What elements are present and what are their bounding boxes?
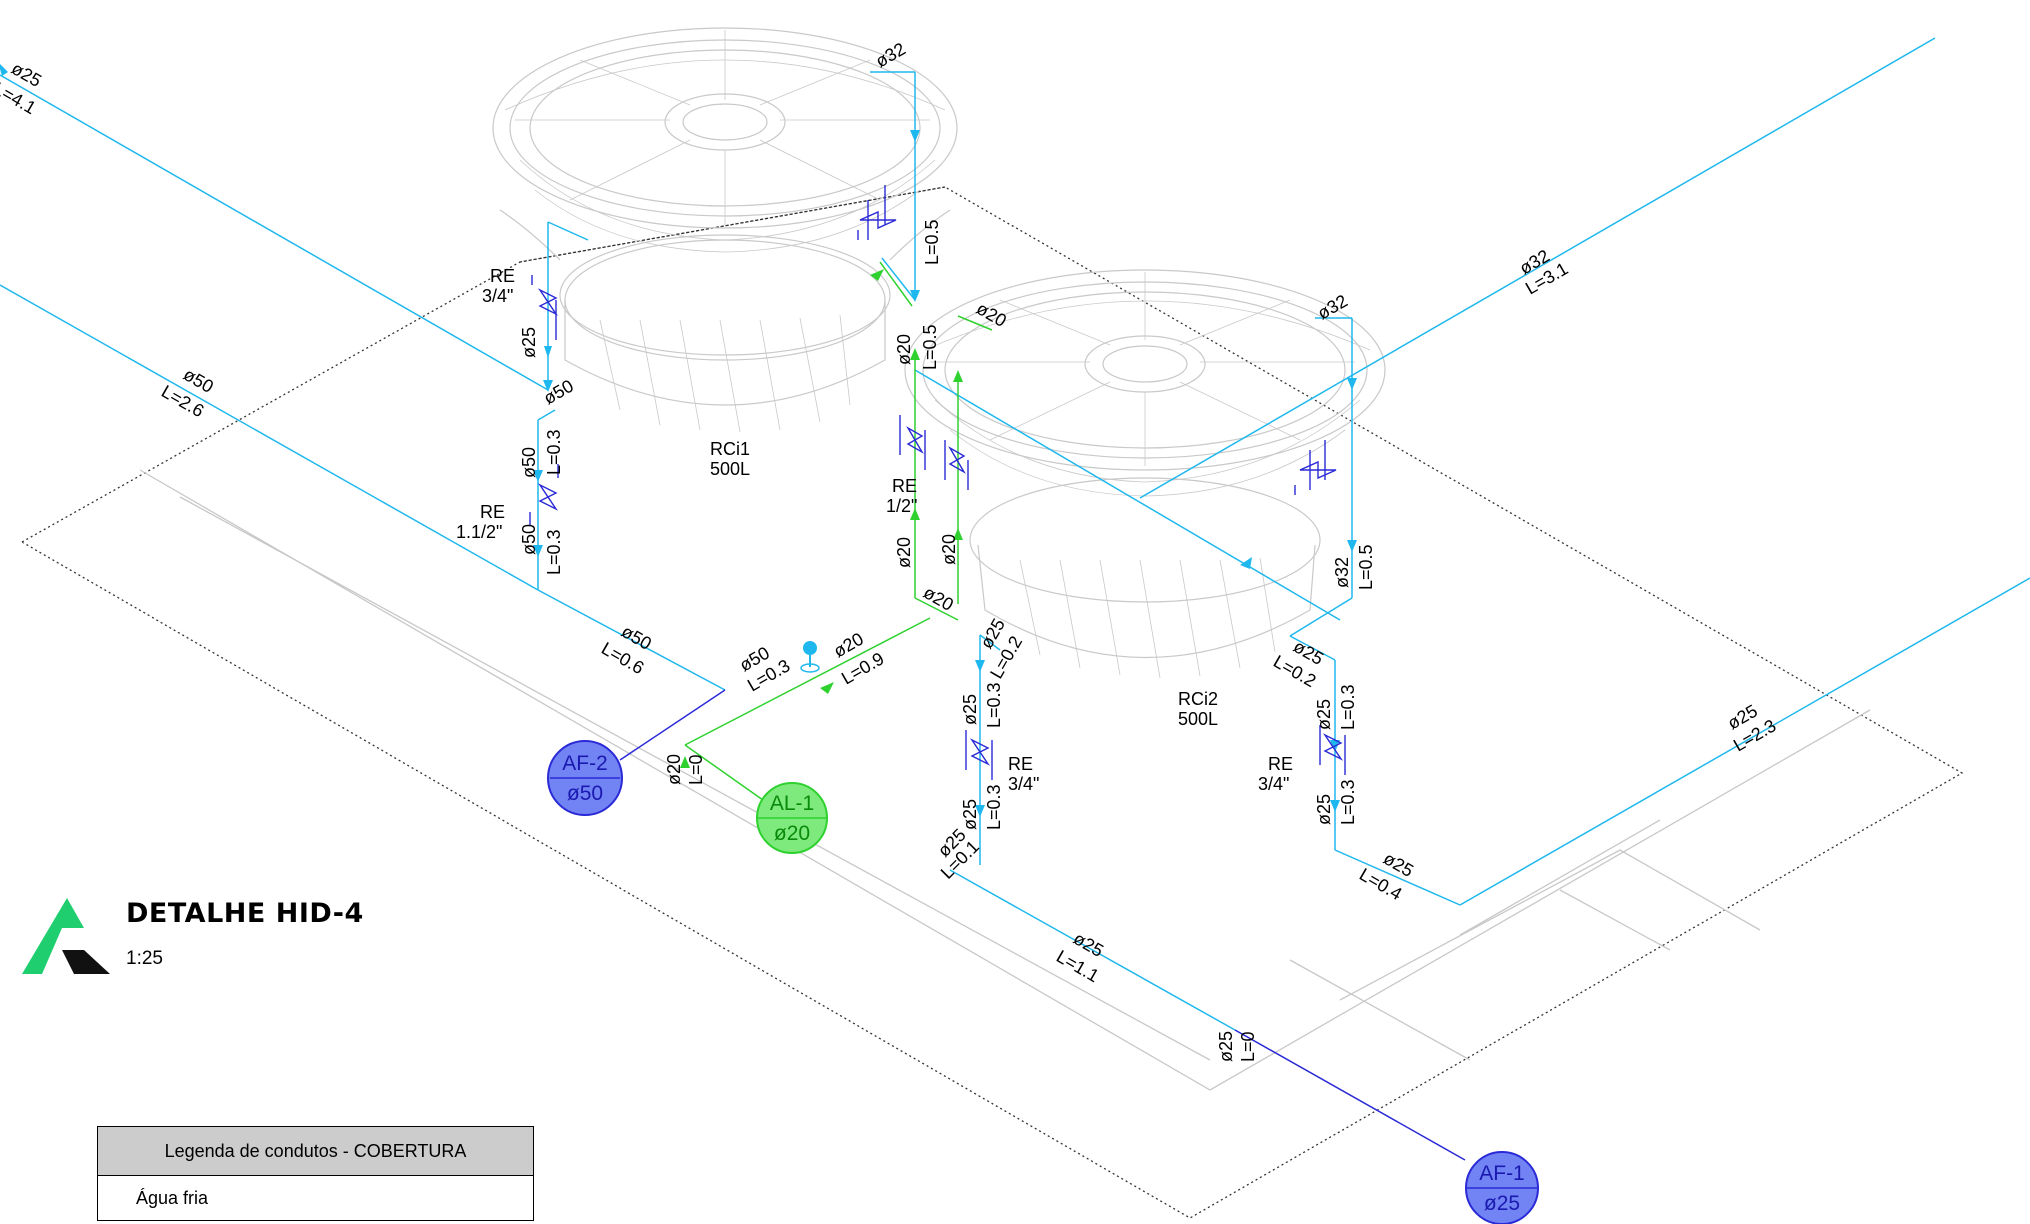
- drawing-title: DETALHE HID-4: [126, 898, 364, 929]
- tag-code: AL-1: [770, 792, 814, 815]
- tank-name: RCi1: [710, 439, 750, 459]
- drawing-title-block: DETALHE HID-4 1:25: [22, 898, 422, 978]
- pipe-diameter: ø20: [664, 754, 684, 785]
- feed-lines: [619, 689, 1466, 1161]
- tank-label-rci1: RCi1 500L: [710, 439, 750, 479]
- pipe-length: L=0.3: [544, 429, 564, 475]
- valve-size: 3/4": [482, 286, 513, 306]
- valve-symbols: [529, 185, 1346, 780]
- valve-code: RE: [892, 476, 917, 496]
- pipe-diameter: ø20: [894, 334, 914, 365]
- floor-lines: [139, 469, 1871, 1091]
- pipe-length: L=0: [1238, 1031, 1258, 1062]
- tag-al1: AL-1 ø20: [756, 782, 828, 854]
- valve-code: RE: [1268, 754, 1293, 774]
- tank-rci1: [492, 27, 958, 433]
- pipe-diameter: ø25: [1216, 1031, 1236, 1062]
- tag-af2: AF-2 ø50: [547, 740, 623, 816]
- tag-diameter: ø25: [1484, 1192, 1520, 1215]
- cold-water-pipes: [0, 37, 2030, 1031]
- pipe-length: L=0.3: [1338, 779, 1358, 825]
- pipe-diameter: ø25: [960, 694, 980, 725]
- tag-diameter: ø20: [774, 822, 810, 845]
- pipe-length: L=0.3: [984, 784, 1004, 830]
- valve-size: 1/2": [886, 496, 917, 516]
- legend-item-cold-water: Água fria: [98, 1176, 533, 1220]
- tag-code: AF-2: [562, 752, 608, 775]
- pipe-diameter: ø50: [519, 447, 539, 478]
- valve-code: RE: [480, 502, 505, 522]
- valve-code: RE: [1008, 754, 1033, 774]
- overflow-arrows: [680, 269, 963, 768]
- pipe-diameter: ø25: [1314, 794, 1334, 825]
- pipe-length: L=0.5: [920, 324, 940, 370]
- pipe-length: L=0.3: [1338, 684, 1358, 730]
- tag-diameter: ø50: [567, 782, 603, 805]
- flow-arrows: [0, 64, 1357, 817]
- tag-code: AF-1: [1479, 1162, 1525, 1185]
- tag-af1: AF-1 ø25: [1465, 1151, 1539, 1224]
- pipe-length: L=0: [686, 754, 706, 785]
- pipe-diameter: ø25: [960, 799, 980, 830]
- drawing-scale: 1:25: [126, 948, 163, 969]
- pipe-diameter: ø20: [939, 534, 959, 565]
- pipe-length: L=0.5: [922, 219, 942, 265]
- pipe-legend: Legenda de condutos - COBERTURA Água fri…: [97, 1126, 534, 1221]
- pipe-diameter: ø20: [894, 537, 914, 568]
- pipe-length: L=0.3: [984, 682, 1004, 728]
- tank-volume: 500L: [1178, 709, 1218, 729]
- pipe-diameter: ø25: [519, 327, 539, 358]
- pipe-length: L=0.5: [1356, 544, 1376, 590]
- logo-icon: [22, 898, 110, 974]
- pipe-length: L=0.3: [544, 529, 564, 575]
- pipe-diameter: ø50: [519, 524, 539, 555]
- valve-size: 1.1/2": [456, 522, 502, 542]
- legend-header: Legenda de condutos - COBERTURA: [98, 1127, 533, 1176]
- pipe-diameter: ø25: [1314, 699, 1334, 730]
- tank-rci2: [904, 269, 1386, 679]
- drain-marker-icon: [800, 641, 820, 673]
- tank-name: RCi2: [1178, 689, 1218, 709]
- valve-size: 3/4": [1008, 774, 1039, 794]
- overflow-pipes: [684, 261, 993, 806]
- valve-code: RE: [490, 266, 515, 286]
- roof-slab-outline: [21, 186, 1964, 1219]
- pipe-diameter: ø32: [1332, 557, 1352, 588]
- pipe-diameter: ø20: [920, 582, 957, 615]
- tank-volume: 500L: [710, 459, 750, 479]
- valve-size: 3/4": [1258, 774, 1289, 794]
- valve-labels: RE 3/4" RE 1.1/2" RE 1/2" RE 3/4" RE 3/4…: [456, 266, 1293, 794]
- tank-label-rci2: RCi2 500L: [1178, 689, 1218, 729]
